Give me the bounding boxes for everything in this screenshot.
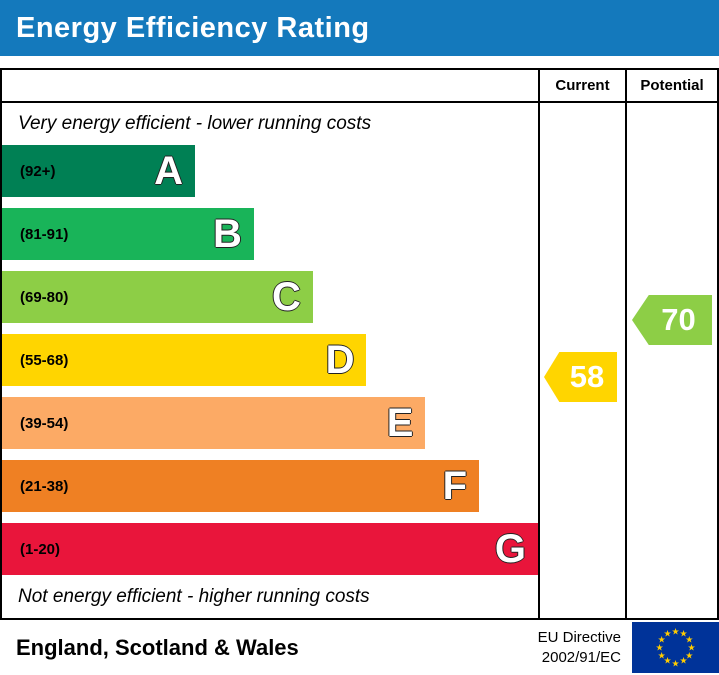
eu-flag-star: ★ [655, 642, 664, 652]
band-row-e: (39-54) E [2, 397, 538, 449]
band-row-g: (1-20) G [2, 523, 538, 575]
eu-flag-star: ★ [657, 634, 666, 644]
title-banner: Energy Efficiency Rating [0, 0, 719, 56]
potential-rating-column: 70 [625, 103, 717, 618]
current-rating-column: 58 [538, 103, 625, 618]
eu-flag-star: ★ [679, 655, 688, 666]
page-title: Energy Efficiency Rating [16, 11, 370, 44]
energy-rating-chart: Current Potential Very energy efficient … [0, 68, 719, 620]
band-letter: B [213, 212, 242, 256]
eu-directive-label: EU Directive 2002/91/EC [538, 628, 621, 667]
eu-flag-star: ★ [657, 650, 666, 660]
band-range-label: (92+) [20, 162, 56, 180]
band-range-label: (69-80) [20, 288, 69, 306]
band-bar-c: (69-80) C [2, 271, 313, 323]
band-row-f: (21-38) F [2, 460, 538, 512]
potential-rating-arrow: 70 [632, 295, 712, 345]
eu-flag-star: ★ [685, 650, 694, 660]
band-letter: E [386, 401, 414, 445]
bottom-note: Not energy efficient - higher running co… [18, 586, 370, 607]
eu-directive-line1: EU Directive [537, 629, 621, 646]
header-spacer [2, 70, 538, 103]
top-note: Very energy efficient - lower running co… [18, 113, 372, 134]
band-row-a: (92+) A [2, 145, 538, 197]
band-range-label: (55-68) [20, 351, 69, 369]
eu-flag-star: ★ [671, 658, 680, 668]
band-row-d: (55-68) D [2, 334, 538, 386]
region-label: England, Scotland & Wales [16, 634, 299, 660]
potential-column-header: Potential [625, 70, 717, 103]
band-range-label: (81-91) [20, 225, 69, 243]
band-bar-a: (92+) A [2, 145, 195, 197]
band-letter: F [442, 464, 468, 508]
band-letter: C [271, 275, 301, 319]
current-rating-arrow: 58 [544, 352, 617, 402]
band-bar-e: (39-54) E [2, 397, 426, 449]
eu-flag-star: ★ [685, 634, 694, 644]
band-letter: A [154, 149, 183, 193]
eu-flag-icon: ★ ★ ★ ★ ★ ★ ★ ★ ★ ★ ★ ★ [632, 622, 719, 673]
band-bar-b: (81-91) B [2, 208, 254, 260]
band-letter: G [494, 527, 526, 571]
band-row-b: (81-91) B [2, 208, 538, 260]
eu-flag-star: ★ [663, 655, 672, 666]
eu-flag-star: ★ [687, 642, 696, 652]
bands-area: Very energy efficient - lower running co… [2, 103, 538, 618]
eu-flag-star: ★ [663, 628, 672, 639]
band-row-c: (69-80) C [2, 271, 538, 323]
band-bar-d: (55-68) D [2, 334, 367, 386]
band-range-label: (39-54) [20, 414, 69, 432]
band-range-label: (1-20) [20, 540, 61, 558]
band-list: (92+) A (81-91) B (69-80) C [2, 143, 538, 586]
eu-directive-line2: 2002/91/EC [541, 648, 621, 666]
eu-flag-star: ★ [671, 626, 680, 636]
band-bar-f: (21-38) F [2, 460, 480, 512]
current-column-header: Current [538, 70, 625, 103]
footer: England, Scotland & Wales EU Directive 2… [0, 620, 719, 675]
eu-flag-star: ★ [679, 628, 688, 639]
band-bar-g: (1-20) G [2, 523, 538, 575]
band-letter: D [325, 338, 355, 382]
band-range-label: (21-38) [20, 477, 69, 495]
